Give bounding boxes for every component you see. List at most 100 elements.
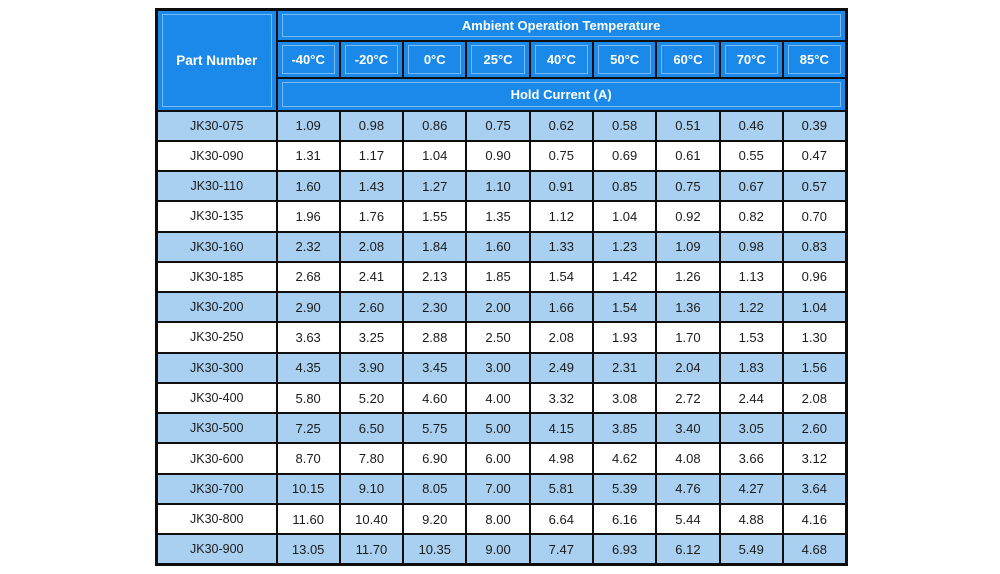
part-number-cell: JK30-500 [155, 412, 278, 445]
hold-current-value-cell: 8.00 [465, 502, 531, 536]
hold-current-value-cell: 3.63 [275, 321, 341, 354]
hold-current-value-cell: 3.45 [402, 351, 468, 384]
temperature-column-header: 70°C [718, 39, 784, 79]
hold-current-value-cell: 11.70 [338, 533, 405, 566]
hold-current-value-cell: 6.50 [338, 412, 405, 445]
hold-current-value-cell: 0.61 [655, 139, 721, 173]
temperature-column-header: -40°C [275, 39, 341, 79]
hold-current-value-cell: 1.60 [275, 170, 341, 203]
hold-current-value-cell: 0.55 [718, 139, 784, 173]
hold-current-value-cell: 7.00 [465, 472, 531, 505]
hold-current-value-cell: 4.08 [655, 442, 721, 475]
hold-current-value-cell: 2.13 [402, 260, 468, 294]
hold-current-value-cell: 9.10 [338, 472, 405, 505]
hold-current-value-cell: 5.39 [591, 472, 658, 505]
hold-current-value-cell: 6.93 [591, 533, 658, 566]
part-number-cell: JK30-600 [155, 442, 278, 475]
table-row: JK30-110 1.60 1.43 1.27 1.10 0.91 0.85 0.75 0.67… [155, 170, 848, 203]
table-row: JK30-250 3.63 3.25 2.88 2.50 2.08 1.93 1.70 1.53… [155, 321, 848, 354]
hold-current-value-cell: 4.60 [402, 381, 468, 415]
part-number-cell: JK30-110 [155, 170, 278, 203]
part-number-cell: JK30-400 [155, 381, 278, 415]
hold-current-value-cell: 1.83 [718, 351, 784, 384]
part-number-cell: JK30-300 [155, 351, 278, 384]
hold-current-value-cell: 1.33 [528, 230, 594, 263]
hold-current-value-cell: 1.30 [781, 321, 848, 354]
hold-current-value-cell: 1.42 [591, 260, 658, 294]
hold-current-value-cell: 1.10 [465, 170, 531, 203]
hold-current-value-cell: 2.44 [718, 381, 784, 415]
hold-current-value-cell: 1.84 [402, 230, 468, 263]
hold-current-value-cell: 2.00 [465, 291, 531, 324]
hold-current-unit-header: Hold Current (A) [275, 76, 848, 112]
hold-current-value-cell: 7.80 [338, 442, 405, 475]
hold-current-value-cell: 0.51 [655, 109, 721, 142]
table-row: JK30-160 2.32 2.08 1.84 1.60 1.33 1.23 1.09 0.98… [155, 230, 848, 263]
hold-current-value-cell: 0.70 [781, 200, 848, 233]
temperature-column-header: -20°C [338, 39, 405, 79]
hold-current-value-cell: 0.85 [591, 170, 658, 203]
hold-current-value-cell: 1.04 [591, 200, 658, 233]
hold-current-value-cell: 2.08 [338, 230, 405, 263]
hold-current-value-cell: 2.32 [275, 230, 341, 263]
hold-current-value-cell: 1.43 [338, 170, 405, 203]
hold-current-value-cell: 3.12 [781, 442, 848, 475]
hold-current-value-cell: 2.50 [465, 321, 531, 354]
hold-current-value-cell: 1.36 [655, 291, 721, 324]
hold-current-value-cell: 6.00 [465, 442, 531, 475]
hold-current-value-cell: 8.05 [402, 472, 468, 505]
hold-current-value-cell: 1.26 [655, 260, 721, 294]
hold-current-value-cell: 1.93 [591, 321, 658, 354]
hold-current-value-cell: 2.41 [338, 260, 405, 294]
hold-current-value-cell: 3.32 [528, 381, 594, 415]
hold-current-value-cell: 13.05 [275, 533, 341, 566]
table-row: JK30-135 1.96 1.76 1.55 1.35 1.12 1.04 0.92 0.82… [155, 200, 848, 233]
table-row: JK30-075 1.09 0.98 0.86 0.75 0.62 0.58 0.51 0.46… [155, 109, 848, 142]
hold-current-value-cell: 3.66 [718, 442, 784, 475]
hold-current-value-cell: 1.76 [338, 200, 405, 233]
hold-current-value-cell: 3.08 [591, 381, 658, 415]
part-number-cell: JK30-075 [155, 109, 278, 142]
hold-current-value-cell: 2.68 [275, 260, 341, 294]
hold-current-value-cell: 1.60 [465, 230, 531, 263]
hold-current-value-cell: 0.83 [781, 230, 848, 263]
hold-current-value-cell: 5.75 [402, 412, 468, 445]
hold-current-value-cell: 0.46 [718, 109, 784, 142]
table-row: JK30-500 7.25 6.50 5.75 5.00 4.15 3.85 3.40 3.05… [155, 412, 848, 445]
table-row: JK30-200 2.90 2.60 2.30 2.00 1.66 1.54 1.36 1.22… [155, 291, 848, 324]
hold-current-value-cell: 0.47 [781, 139, 848, 173]
part-number-cell: JK30-250 [155, 321, 278, 354]
hold-current-value-cell: 1.09 [655, 230, 721, 263]
hold-current-value-cell: 0.39 [781, 109, 848, 142]
hold-current-value-cell: 4.15 [528, 412, 594, 445]
hold-current-value-cell: 3.05 [718, 412, 784, 445]
part-number-cell: JK30-135 [155, 200, 278, 233]
hold-current-value-cell: 2.90 [275, 291, 341, 324]
hold-current-value-cell: 0.92 [655, 200, 721, 233]
part-number-cell: JK30-090 [155, 139, 278, 173]
hold-current-value-cell: 10.40 [338, 502, 405, 536]
ambient-temperature-group-header: Ambient Operation Temperature [275, 8, 848, 42]
hold-current-value-cell: 2.49 [528, 351, 594, 384]
hold-current-value-cell: 6.64 [528, 502, 594, 536]
hold-current-value-cell: 2.08 [781, 381, 848, 415]
hold-current-value-cell: 9.20 [402, 502, 468, 536]
hold-current-value-cell: 0.90 [465, 139, 531, 173]
hold-current-value-cell: 10.35 [402, 533, 468, 566]
hold-current-value-cell: 1.04 [402, 139, 468, 173]
table-row: JK30-700 10.15 9.10 8.05 7.00 5.81 5.39 4.76 4.2… [155, 472, 848, 505]
hold-current-value-cell: 1.85 [465, 260, 531, 294]
temperature-column-header: 85°C [781, 39, 848, 79]
table-body: JK30-075 1.09 0.98 0.86 0.75 0.62 0.58 0.51 0.46… [155, 109, 848, 566]
hold-current-value-cell: 0.96 [781, 260, 848, 294]
hold-current-value-cell: 2.08 [528, 321, 594, 354]
hold-current-value-cell: 0.82 [718, 200, 784, 233]
hold-current-value-cell: 8.70 [275, 442, 341, 475]
hold-current-value-cell: 3.85 [591, 412, 658, 445]
hold-current-value-cell: 3.90 [338, 351, 405, 384]
hold-current-value-cell: 5.81 [528, 472, 594, 505]
hold-current-table: Part Number Ambient Operation Temperatur… [155, 8, 848, 566]
part-number-cell: JK30-700 [155, 472, 278, 505]
hold-current-value-cell: 2.60 [338, 291, 405, 324]
